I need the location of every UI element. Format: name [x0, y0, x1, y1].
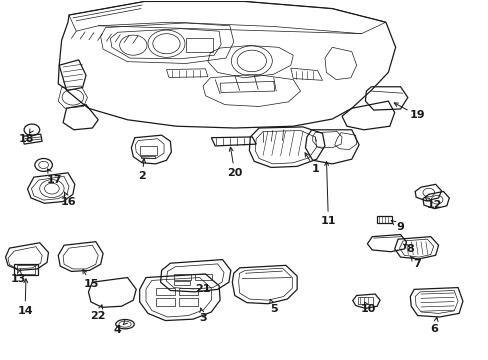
Text: 9: 9	[396, 222, 404, 232]
Text: 20: 20	[226, 168, 242, 178]
Bar	[194, 274, 211, 280]
Text: 19: 19	[409, 111, 425, 121]
Bar	[357, 297, 372, 304]
Text: 16: 16	[61, 197, 77, 207]
Bar	[185, 38, 212, 52]
Bar	[178, 298, 198, 306]
Text: 15: 15	[83, 279, 99, 289]
Bar	[376, 216, 391, 223]
Bar	[141, 156, 155, 158]
Text: 2: 2	[138, 171, 146, 181]
Text: 6: 6	[430, 324, 438, 334]
Text: 5: 5	[269, 304, 277, 314]
Bar	[17, 265, 35, 274]
Text: 7: 7	[413, 259, 421, 269]
Text: 10: 10	[361, 304, 376, 314]
Text: 13: 13	[11, 274, 26, 284]
Text: 21: 21	[195, 284, 210, 294]
Text: 11: 11	[320, 216, 335, 226]
Text: 12: 12	[426, 200, 442, 210]
Bar	[156, 288, 175, 296]
Text: 17: 17	[46, 175, 62, 185]
Bar	[178, 288, 198, 296]
Text: 3: 3	[199, 313, 206, 323]
Text: 8: 8	[406, 244, 413, 254]
Bar	[140, 146, 157, 155]
Bar	[156, 298, 175, 306]
Bar	[174, 281, 190, 285]
Text: 14: 14	[17, 306, 33, 316]
Text: 18: 18	[18, 134, 34, 144]
Text: 4: 4	[114, 325, 122, 335]
Bar	[14, 264, 38, 275]
Text: 22: 22	[90, 311, 106, 321]
Text: 1: 1	[311, 164, 319, 174]
Bar	[173, 274, 190, 280]
